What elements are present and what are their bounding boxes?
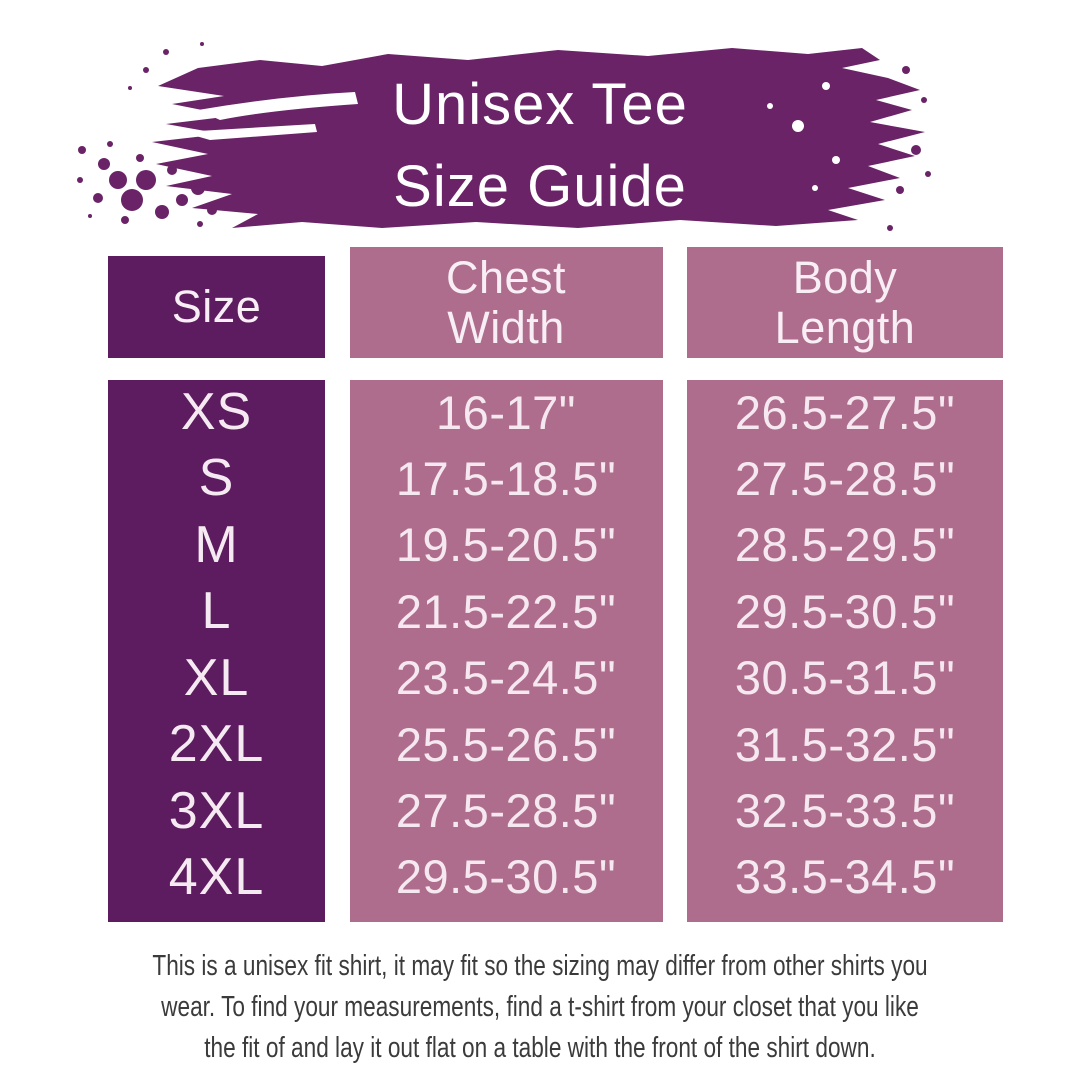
- size-column: Size XS S M L XL 2XL 3XL 4XL: [108, 247, 325, 922]
- size-table: Size XS S M L XL 2XL 3XL 4XL Chest Width 16-17"…: [108, 247, 1003, 922]
- chest-measurement-cell: 16-17": [436, 385, 576, 439]
- body-measurement-cell: 29.5-30.5": [734, 584, 956, 638]
- chest-measurement-cell: 19.5-20.5": [395, 518, 617, 572]
- size-column-header-label: Size: [171, 281, 262, 332]
- page-title-line-1: Unisex Tee: [392, 72, 688, 137]
- fit-note-line-2: wear. To find your measurements, find a …: [161, 991, 919, 1023]
- chest-measurement-cell: 21.5-22.5": [395, 584, 617, 638]
- page-title: Unisex Tee Size Guide: [0, 64, 1080, 228]
- body-length-column-rows: 26.5-27.5" 27.5-28.5" 28.5-29.5" 29.5-30.5"…: [687, 380, 1003, 922]
- chest-width-header-line-2: Width: [447, 301, 565, 353]
- body-length-header-line-2: Length: [774, 301, 916, 353]
- chest-measurement-cell: 17.5-18.5": [395, 451, 617, 505]
- size-column-header: Size: [108, 256, 325, 358]
- fit-note-line-1: This is a unisex fit shirt, it may fit s…: [152, 950, 928, 982]
- size-row-label: M: [194, 515, 239, 574]
- body-length-column: Body Length 26.5-27.5" 27.5-28.5" 28.5-29.…: [687, 247, 1003, 922]
- body-measurement-cell: 30.5-31.5": [734, 651, 956, 705]
- chest-measurement-cell: 25.5-26.5": [395, 717, 617, 771]
- size-row-label: S: [198, 449, 235, 508]
- body-length-header-line-1: Body: [792, 251, 898, 303]
- size-row-label: 4XL: [168, 847, 265, 906]
- body-length-column-header: Body Length: [687, 247, 1003, 358]
- body-measurement-cell: 33.5-34.5": [734, 850, 956, 904]
- chest-width-column-rows: 16-17" 17.5-18.5" 19.5-20.5" 21.5-22.5" 23.5…: [349, 380, 663, 922]
- chest-width-column-header: Chest Width: [349, 247, 663, 358]
- body-measurement-cell: 28.5-29.5": [734, 518, 956, 572]
- size-row-label: L: [201, 582, 232, 641]
- chest-width-header-line-1: Chest: [445, 251, 567, 303]
- size-row-label: XS: [180, 383, 253, 441]
- brush-stroke-background: [77, 42, 931, 231]
- fit-note: This is a unisex fit shirt, it may fit s…: [88, 946, 993, 1069]
- body-measurement-cell: 26.5-27.5": [734, 385, 956, 439]
- page-title-line-2: Size Guide: [393, 154, 687, 219]
- body-measurement-cell: 32.5-33.5": [734, 784, 956, 838]
- body-measurement-cell: 31.5-32.5": [734, 717, 956, 771]
- chest-measurement-cell: 27.5-28.5": [395, 784, 617, 838]
- chest-measurement-cell: 23.5-24.5": [395, 651, 617, 705]
- size-row-label: 2XL: [168, 715, 265, 774]
- size-column-rows: XS S M L XL 2XL 3XL 4XL: [108, 380, 325, 922]
- body-measurement-cell: 27.5-28.5": [734, 451, 956, 505]
- chest-measurement-cell: 29.5-30.5": [395, 850, 617, 904]
- fit-note-line-3: the fit of and lay it out flat on a tabl…: [204, 1032, 876, 1064]
- size-row-label: 3XL: [168, 781, 265, 840]
- chest-width-column: Chest Width 16-17" 17.5-18.5" 19.5-20.5" 21…: [349, 247, 663, 922]
- size-row-label: XL: [183, 648, 250, 707]
